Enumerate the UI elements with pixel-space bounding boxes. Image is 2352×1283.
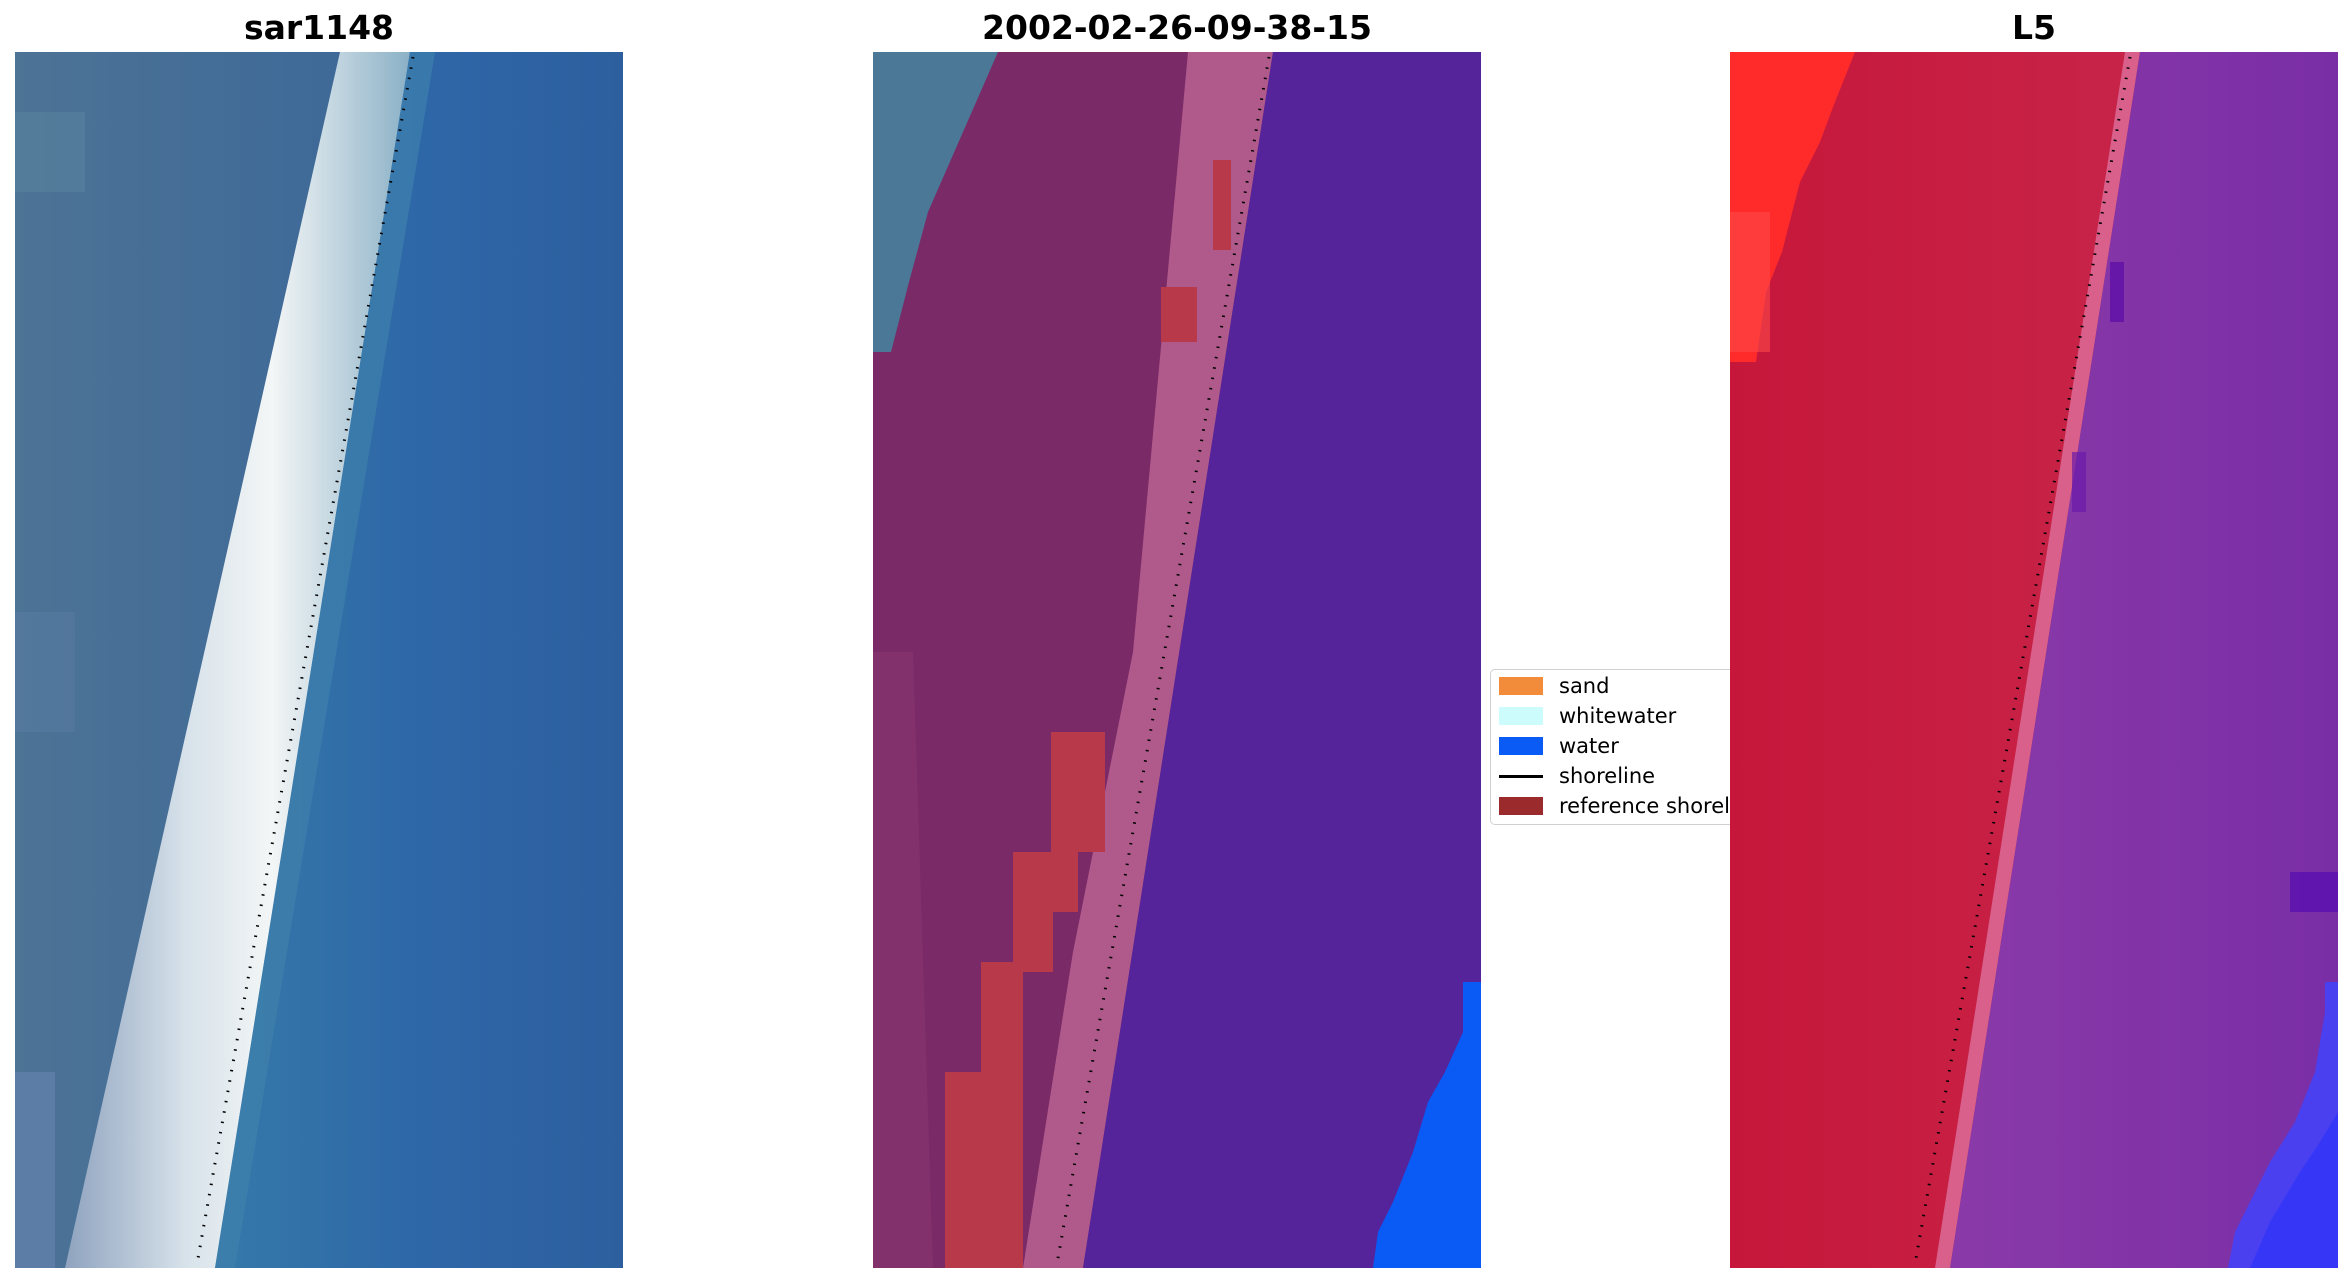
legend-item-sand: sand [1499, 673, 1609, 699]
legend-item-water: water [1499, 733, 1619, 759]
l5-image [1730, 52, 2338, 1268]
legend-line-shoreline [1499, 774, 1543, 778]
l5-panel [1730, 52, 2338, 1268]
legend-label-shoreline: shoreline [1559, 764, 1656, 788]
legend-item-reference-shoreline: reference shoreline [1499, 793, 1730, 819]
panel-title-classification: 2002-02-26-09-38-15 [982, 8, 1372, 47]
satellite-image-panel [15, 52, 623, 1268]
legend: sand whitewater water shoreline referenc… [1490, 660, 1730, 835]
legend-label-water: water [1559, 734, 1619, 758]
legend-label-whitewater: whitewater [1559, 704, 1677, 728]
legend-swatch-sand [1499, 677, 1543, 695]
classification-panel [873, 52, 1481, 1268]
legend-item-shoreline: shoreline [1499, 763, 1655, 789]
satellite-image [15, 52, 623, 1268]
panel-title-sar: sar1148 [243, 8, 395, 47]
legend-swatch-reference-shoreline [1499, 797, 1543, 815]
legend-item-whitewater: whitewater [1499, 703, 1676, 729]
classification-image [873, 52, 1481, 1268]
legend-swatch-water [1499, 737, 1543, 755]
legend-label-reference-shoreline: reference shoreline [1559, 794, 1730, 818]
legend-box: sand whitewater water shoreline referenc… [1490, 669, 1730, 825]
legend-label-sand: sand [1559, 674, 1610, 698]
panel-title-l5: L5 [2012, 8, 2056, 47]
legend-swatch-whitewater [1499, 707, 1543, 725]
